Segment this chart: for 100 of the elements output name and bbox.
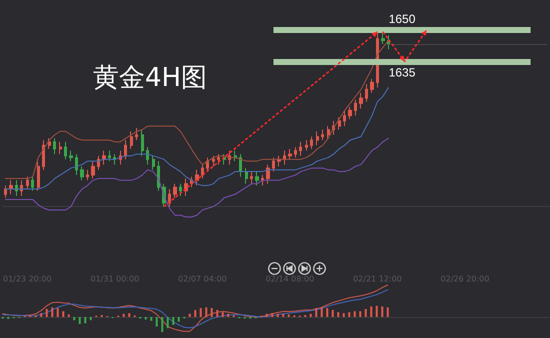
bar: [337, 312, 340, 317]
candlestick: [9, 180, 13, 195]
candlestick: [179, 183, 182, 197]
text: 1650: [388, 12, 416, 26]
candlestick: [69, 150, 73, 162]
bar: [332, 310, 334, 317]
bar: [51, 307, 54, 317]
candlestick: [86, 169, 89, 181]
candlestick: [113, 154, 116, 166]
candlestick: [283, 150, 286, 166]
bar: [364, 308, 367, 317]
bar: [315, 308, 318, 317]
candlestick: [305, 140, 308, 152]
candlestick: [91, 160, 95, 180]
candlestick: [245, 168, 248, 184]
candlestick: [152, 155, 155, 170]
bar: [46, 308, 48, 317]
text: 黄金4H图: [93, 63, 208, 93]
bar: [354, 311, 356, 317]
annotation: 1635: [388, 65, 416, 80]
candlestick: [184, 178, 188, 197]
bar: [172, 316, 174, 325]
bar: [222, 312, 224, 317]
bar: [342, 313, 345, 317]
candlestick: [124, 140, 127, 160]
candlestick: [359, 92, 363, 110]
bar: [178, 316, 180, 322]
bar: [288, 314, 290, 317]
bar: [227, 314, 230, 317]
candlestick: [212, 155, 215, 167]
candlestick: [59, 141, 62, 155]
candlestick: [299, 141, 302, 156]
bar: [386, 307, 389, 317]
candlestick: [250, 171, 253, 184]
candlestick: [354, 99, 357, 116]
bar: [84, 316, 86, 324]
candlestick: [217, 154, 220, 166]
bar: [161, 316, 164, 332]
bar: [73, 316, 76, 320]
candlestick: [343, 110, 346, 127]
bar: [320, 307, 323, 317]
bar: [40, 313, 42, 317]
bar: [156, 316, 158, 327]
bar: [282, 314, 284, 317]
bar: [90, 316, 92, 320]
candlestick: [108, 150, 111, 162]
candlestick: [338, 116, 341, 130]
candlestick: [294, 146, 297, 158]
candlestick: [327, 126, 330, 139]
candlestick: [102, 150, 106, 166]
candlestick: [310, 136, 313, 150]
candlestick: [173, 183, 177, 198]
bar: [68, 314, 70, 317]
candlestick: [48, 138, 51, 150]
bar: [210, 308, 213, 317]
candlestick: [26, 176, 29, 190]
candlestick: [239, 154, 242, 178]
bar: [194, 310, 196, 317]
bar: [310, 314, 312, 317]
candlestick: [255, 171, 259, 186]
candlestick: [37, 160, 40, 192]
bar: [128, 313, 130, 317]
bar: [205, 307, 208, 317]
bar: [266, 314, 268, 317]
bar: [200, 308, 202, 317]
bar: [122, 314, 125, 317]
bar: [271, 313, 274, 317]
bar: [348, 312, 350, 317]
candlestick: [31, 176, 34, 192]
bar: [359, 311, 362, 317]
candlestick: [201, 164, 204, 180]
bar: [62, 311, 64, 317]
candlestick: [42, 140, 45, 170]
candlestick: [4, 185, 7, 198]
bar: [166, 316, 169, 328]
candlestick: [20, 180, 23, 197]
candlestick: [157, 160, 160, 192]
bar: [376, 306, 378, 317]
candlestick: [365, 84, 368, 102]
candlestick: [64, 141, 67, 160]
candlestick: [272, 157, 275, 172]
candlestick: [206, 157, 209, 172]
bar: [78, 316, 81, 324]
bar: [56, 308, 59, 317]
candlestick: [135, 127, 138, 141]
bar: [326, 308, 328, 317]
bar: [216, 310, 218, 317]
candlestick: [321, 129, 324, 141]
candlestick: [348, 106, 352, 120]
candlestick: [97, 155, 100, 170]
bar: [188, 314, 191, 317]
candlestick: [53, 138, 56, 155]
candlestick: [234, 150, 237, 162]
bar: [276, 314, 279, 317]
candlestick: [381, 32, 385, 44]
bar: [370, 306, 372, 317]
candlestick: [266, 164, 270, 184]
bar: [381, 306, 384, 317]
candlestick: [15, 180, 18, 197]
candlestick: [223, 154, 226, 166]
